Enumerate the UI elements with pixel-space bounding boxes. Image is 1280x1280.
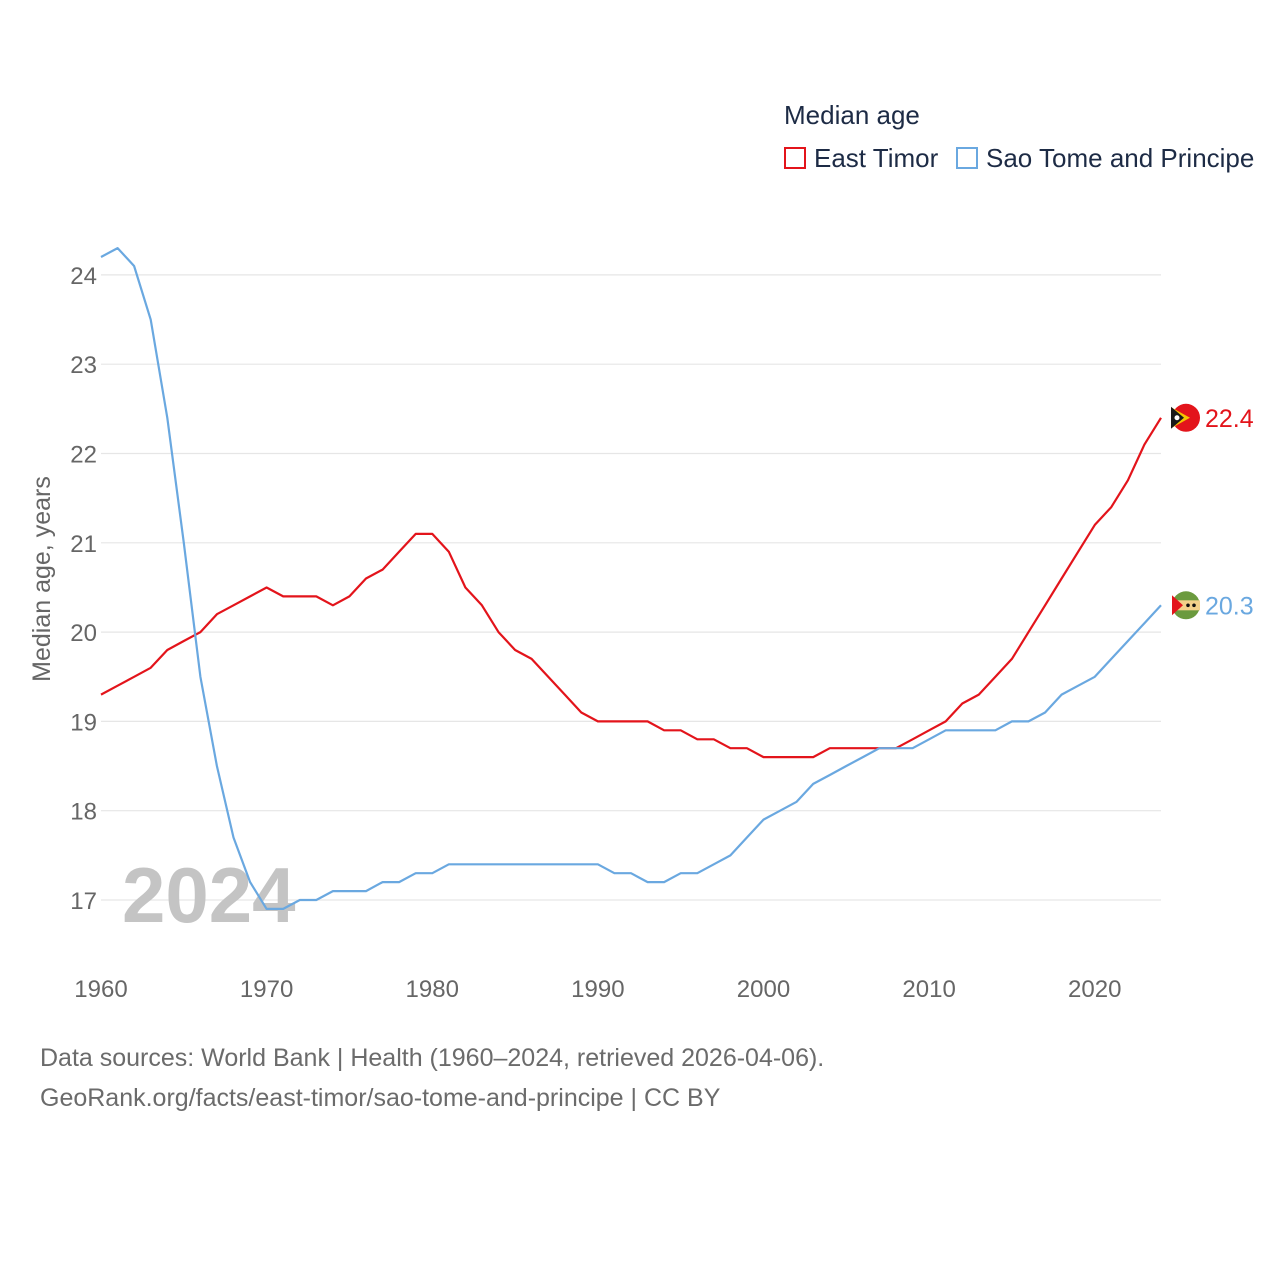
end-value-label-0: 22.4 — [1205, 405, 1254, 433]
y-tick-23: 23 — [70, 352, 97, 379]
legend-item-sao-tome[interactable]: Sao Tome and Principe — [956, 143, 1254, 173]
x-tick-1980: 1980 — [406, 976, 459, 1003]
y-tick-22: 22 — [70, 442, 97, 469]
series-line-0 — [100, 417, 1162, 759]
y-tick-18: 18 — [70, 799, 97, 826]
y-tick-21: 21 — [70, 531, 97, 558]
y-axis-ticks: 17 18 19 20 21 22 23 24 — [70, 263, 97, 915]
x-tick-1960: 1960 — [74, 976, 127, 1003]
legend-item-east-timor[interactable]: East Timor — [784, 143, 938, 173]
flag-icon-0 — [1171, 403, 1200, 432]
series-lines — [100, 247, 1162, 911]
y-tick-20: 20 — [70, 620, 97, 647]
series-end-markers: 22.4 20.3 — [1171, 403, 1254, 620]
y-tick-17: 17 — [70, 888, 97, 915]
legend-title: Median age — [784, 100, 920, 130]
y-tick-24: 24 — [70, 263, 97, 290]
x-tick-2000: 2000 — [737, 976, 790, 1003]
flag-icon-1 — [1172, 591, 1200, 620]
year-watermark: 2024 — [122, 851, 296, 939]
y-tick-19: 19 — [70, 709, 97, 736]
x-axis-ticks: 1960 1970 1980 1990 2000 2010 2020 — [74, 976, 1121, 1003]
x-tick-1970: 1970 — [240, 976, 293, 1003]
footer-source: Data sources: World Bank | Health (1960–… — [40, 1044, 825, 1072]
x-tick-1990: 1990 — [571, 976, 624, 1003]
footer-link[interactable]: GeoRank.org/facts/east-timor/sao-tome-an… — [40, 1084, 721, 1112]
end-value-label-1: 20.3 — [1205, 592, 1254, 620]
y-axis-label: Median age, years — [28, 476, 56, 682]
legend-swatch-sao-tome — [956, 147, 978, 169]
legend-label-east-timor: East Timor — [814, 142, 939, 173]
legend-swatch-east-timor — [784, 147, 806, 169]
legend-label-sao-tome: Sao Tome and Principe — [986, 142, 1255, 173]
series-line-1 — [100, 247, 1162, 911]
x-tick-2010: 2010 — [902, 976, 955, 1003]
gridlines — [101, 274, 1161, 901]
x-tick-2020: 2020 — [1068, 976, 1121, 1003]
